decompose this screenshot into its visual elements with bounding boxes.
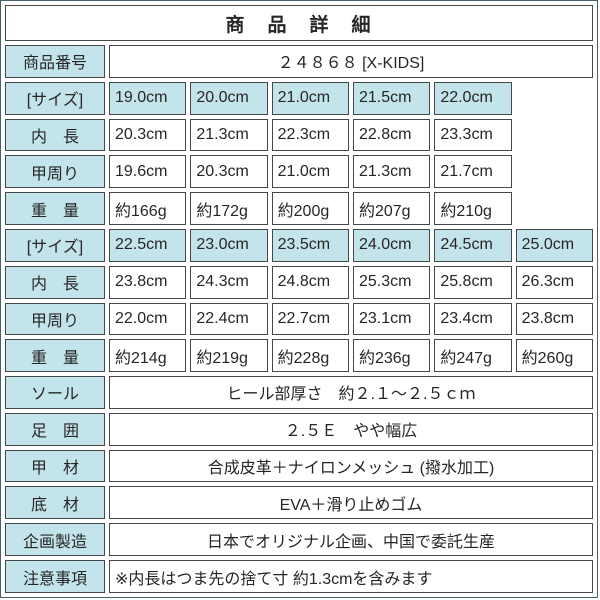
weight-row-1: 重 量 約166g 約172g 約200g 約207g 約210g (5, 192, 593, 225)
inner-length-cell: 22.8cm (352, 118, 431, 152)
instep-cell: 20.3cm (190, 155, 268, 189)
notes-label: 注意事項 (5, 560, 105, 593)
instep-cell: 23.4cm (434, 302, 512, 336)
inner-length-label: 内 長 (5, 265, 105, 299)
instep-cell: 22.7cm (271, 302, 349, 336)
empty-cell (516, 155, 593, 188)
empty-cell (516, 119, 593, 152)
weight-cell: 約214g (109, 339, 187, 373)
weight-cell: 約200g (271, 192, 349, 225)
size-cell: 22.0cm (434, 81, 512, 115)
weight-cell: 約172g (190, 192, 268, 225)
size-cell: 21.0cm (271, 81, 349, 115)
foot-girth-value: ２.５Ｅ やや幅広 (109, 412, 593, 446)
size-cell: 22.5cm (109, 228, 187, 262)
size-cell: 23.5cm (271, 228, 349, 262)
size-cell: 20.0cm (190, 81, 268, 115)
inner-length-cell: 21.3cm (190, 118, 268, 152)
instep-cell: 21.0cm (271, 155, 349, 189)
sole-value: ヒール部厚さ 約２.１～２.５ｃｍ (109, 376, 593, 409)
size-cell: 23.0cm (190, 228, 268, 262)
size-label: [サイズ] (5, 228, 105, 262)
foot-girth-row: 足 囲 ２.５Ｅ やや幅広 (5, 412, 593, 446)
weight-cell: 約228g (271, 339, 349, 373)
product-number-row: 商品番号 ２４８６８ [X-KIDS] (5, 45, 593, 78)
empty-cell (516, 192, 593, 225)
weight-cell: 約236g (352, 339, 431, 373)
inner-length-cell: 25.3cm (352, 265, 431, 299)
sole-row: ソール ヒール部厚さ 約２.１～２.５ｃｍ (5, 376, 593, 409)
sole-material-row: 底 材 EVA＋滑り止めゴム (5, 486, 593, 520)
title-row: 商 品 詳 細 (5, 5, 593, 42)
size-cell: 24.0cm (352, 228, 431, 262)
instep-cell: 23.8cm (515, 302, 593, 336)
size-header-row-1: [サイズ] 19.0cm 20.0cm 21.0cm 21.5cm 22.0cm (5, 81, 593, 115)
inner-length-cell: 23.3cm (434, 118, 512, 152)
weight-cell: 約210g (434, 192, 512, 225)
inner-length-cell: 20.3cm (109, 118, 187, 152)
page-title: 商 品 詳 細 (5, 5, 593, 42)
weight-cell: 約260g (515, 339, 593, 373)
weight-cell: 約166g (109, 192, 187, 225)
inner-length-label: 内 長 (5, 118, 105, 152)
product-number-label: 商品番号 (5, 45, 105, 78)
upper-material-label: 甲 材 (5, 449, 105, 483)
inner-length-cell: 22.3cm (271, 118, 349, 152)
size-cell: 25.0cm (515, 228, 593, 262)
instep-cell: 22.0cm (109, 302, 187, 336)
inner-length-row-2: 内 長 23.8cm 24.3cm 24.8cm 25.3cm 25.8cm 2… (5, 265, 593, 299)
manufacturing-row: 企画製造 日本でオリジナル企画、中国で委託生産 (5, 523, 593, 556)
instep-row-1: 甲周り 19.6cm 20.3cm 21.0cm 21.3cm 21.7cm (5, 155, 593, 189)
weight-cell: 約219g (190, 339, 268, 373)
sole-label: ソール (5, 376, 105, 409)
notes-value: ※内長はつま先の捨て寸 約1.3cmを含みます (109, 560, 593, 593)
sole-material-label: 底 材 (5, 486, 105, 520)
instep-label: 甲周り (5, 302, 105, 336)
size-cell: 19.0cm (109, 81, 187, 115)
inner-length-cell: 24.3cm (190, 265, 268, 299)
instep-cell: 21.3cm (352, 155, 431, 189)
upper-material-value: 合成皮革＋ナイロンメッシュ (撥水加工) (109, 449, 593, 483)
weight-cell: 約247g (434, 339, 512, 373)
product-number-value: ２４８６８ [X-KIDS] (109, 45, 593, 78)
inner-length-cell: 26.3cm (515, 265, 593, 299)
instep-row-2: 甲周り 22.0cm 22.4cm 22.7cm 23.1cm 23.4cm 2… (5, 302, 593, 336)
inner-length-row-1: 内 長 20.3cm 21.3cm 22.3cm 22.8cm 23.3cm (5, 118, 593, 152)
inner-length-cell: 24.8cm (271, 265, 349, 299)
size-label: [サイズ] (5, 81, 105, 115)
foot-girth-label: 足 囲 (5, 412, 105, 446)
upper-material-row: 甲 材 合成皮革＋ナイロンメッシュ (撥水加工) (5, 449, 593, 483)
manufacturing-value: 日本でオリジナル企画、中国で委託生産 (109, 523, 593, 556)
size-header-row-2: [サイズ] 22.5cm 23.0cm 23.5cm 24.0cm 24.5cm… (5, 228, 593, 262)
weight-label: 重 量 (5, 339, 105, 373)
instep-cell: 19.6cm (109, 155, 187, 189)
instep-cell: 23.1cm (352, 302, 431, 336)
weight-cell: 約207g (352, 192, 431, 225)
instep-cell: 21.7cm (434, 155, 512, 189)
weight-row-2: 重 量 約214g 約219g 約228g 約236g 約247g 約260g (5, 339, 593, 373)
inner-length-cell: 25.8cm (434, 265, 512, 299)
empty-cell (516, 82, 593, 115)
instep-label: 甲周り (5, 155, 105, 189)
notes-row: 注意事項 ※内長はつま先の捨て寸 約1.3cmを含みます (5, 560, 593, 593)
sole-material-value: EVA＋滑り止めゴム (109, 486, 593, 520)
instep-cell: 22.4cm (190, 302, 268, 336)
manufacturing-label: 企画製造 (5, 523, 105, 556)
size-cell: 24.5cm (434, 228, 512, 262)
size-cell: 21.5cm (352, 81, 431, 115)
weight-label: 重 量 (5, 192, 105, 225)
inner-length-cell: 23.8cm (109, 265, 187, 299)
